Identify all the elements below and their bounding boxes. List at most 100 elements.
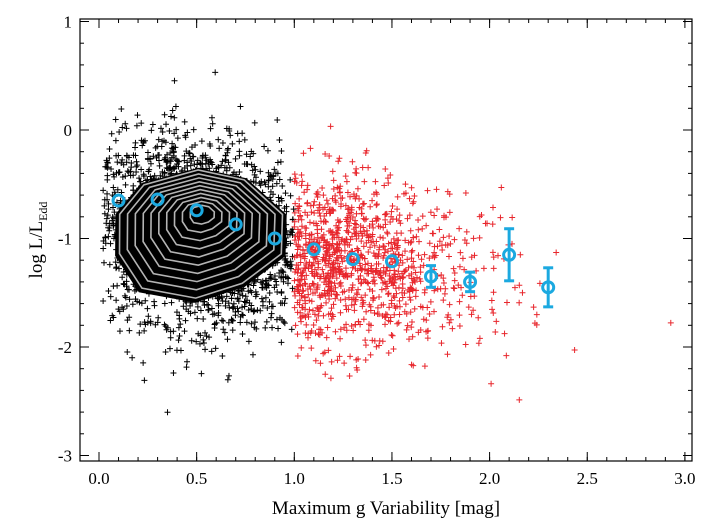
data-point [205,306,212,313]
data-point [168,299,175,306]
data-point [313,190,320,197]
data-point [410,198,417,205]
data-point [156,151,163,158]
data-point [105,233,112,240]
data-point [103,163,110,170]
data-point [269,324,276,331]
data-point [408,318,415,325]
data-point [406,272,413,279]
data-point [490,310,497,317]
data-point [408,238,415,245]
data-point [258,178,265,185]
data-point [274,159,281,166]
data-point [419,225,426,232]
data-point [331,280,338,287]
data-point [123,152,130,159]
data-point [369,197,376,204]
binned-marker [189,203,204,218]
data-point [196,340,203,347]
data-point [571,347,578,354]
data-point [129,301,136,308]
data-point [394,206,401,213]
data-point [219,140,226,147]
data-point [291,209,298,216]
data-point [317,326,324,333]
data-point [360,215,367,222]
data-point [106,145,113,152]
data-point [382,285,389,292]
data-point [171,130,178,137]
data-point [131,287,138,294]
data-point [222,298,229,305]
data-point [333,275,340,282]
data-point [353,210,360,217]
data-point [320,312,327,319]
data-point [119,173,126,180]
data-point [103,215,110,222]
data-point [367,203,374,210]
data-point [308,236,315,243]
data-point [294,353,301,360]
data-point [177,321,184,328]
data-point [278,339,285,346]
data-point [338,268,345,275]
data-point [267,194,274,201]
data-point [459,292,466,299]
data-point [379,279,386,286]
data-point [407,296,414,303]
data-point [229,317,236,324]
data-point [399,252,406,259]
data-point [292,322,299,329]
x-tick-label: 1.5 [381,469,402,488]
density-contour [118,169,284,299]
data-point [355,276,362,283]
data-point [236,138,243,145]
data-point [358,279,365,286]
data-point [333,246,340,253]
data-point [298,216,305,223]
data-point [327,375,334,382]
data-point [176,332,183,339]
data-point [441,290,448,297]
data-point [456,312,463,319]
data-point [104,190,111,197]
data-point [297,212,304,219]
data-point [348,322,355,329]
data-point [421,251,428,258]
data-point [234,295,241,302]
data-point [111,209,118,216]
data-point [216,294,223,301]
data-point [451,236,458,243]
data-point [426,311,433,318]
binned-marker [345,252,360,267]
y-tick-label: -1 [58,230,72,249]
data-point [294,331,301,338]
data-point [287,176,294,183]
data-point [360,276,367,283]
data-point [516,282,523,289]
data-point [436,238,443,245]
data-point [253,291,260,298]
data-point [334,260,341,267]
data-point [194,161,201,168]
data-point [235,298,242,305]
data-point [415,252,422,259]
data-point [321,236,328,243]
data-point [359,297,366,304]
data-point [120,161,127,168]
data-point [101,202,108,209]
data-point [171,77,178,84]
data-point [395,284,402,291]
data-point [175,337,182,344]
data-point [251,119,258,126]
data-point [136,329,143,336]
data-point [112,116,119,123]
data-point [239,130,246,137]
data-point [263,318,270,325]
data-point [241,303,248,310]
data-point [158,143,165,150]
data-point [125,169,132,176]
data-point [298,344,305,351]
data-point [207,158,214,165]
data-point [439,246,446,253]
